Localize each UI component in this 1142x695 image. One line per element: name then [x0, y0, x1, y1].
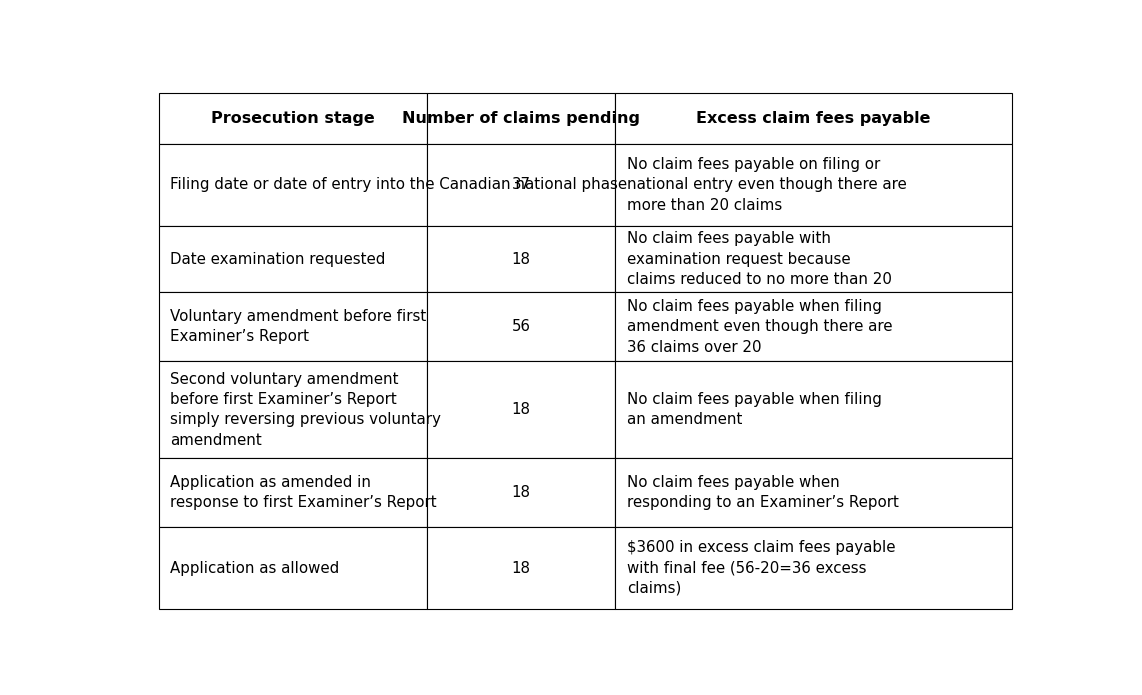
Bar — [616, 226, 1012, 292]
Bar — [159, 93, 427, 144]
Bar — [159, 528, 427, 609]
Text: 18: 18 — [512, 561, 531, 575]
Bar — [616, 528, 1012, 609]
Text: Second voluntary amendment
before first Examiner’s Report
simply reversing previ: Second voluntary amendment before first … — [170, 372, 441, 448]
Bar — [427, 226, 616, 292]
Text: Filing date or date of entry into the Canadian national phase: Filing date or date of entry into the Ca… — [170, 177, 627, 193]
Bar — [616, 361, 1012, 458]
Bar — [427, 144, 616, 226]
Text: Number of claims pending: Number of claims pending — [402, 111, 641, 126]
Bar — [427, 361, 616, 458]
Bar — [159, 361, 427, 458]
Text: 18: 18 — [512, 252, 531, 267]
Bar — [427, 93, 616, 144]
Text: Application as amended in
response to first Examiner’s Report: Application as amended in response to fi… — [170, 475, 436, 510]
Bar — [159, 292, 427, 361]
Bar — [159, 226, 427, 292]
Text: Date examination requested: Date examination requested — [170, 252, 386, 267]
Text: Application as allowed: Application as allowed — [170, 561, 339, 575]
Text: No claim fees payable on filing or
national entry even though there are
more tha: No claim fees payable on filing or natio… — [627, 157, 907, 213]
Text: No claim fees payable when filing
amendment even though there are
36 claims over: No claim fees payable when filing amendm… — [627, 299, 892, 354]
Bar — [427, 292, 616, 361]
Bar — [616, 292, 1012, 361]
Text: 18: 18 — [512, 402, 531, 417]
Bar — [616, 144, 1012, 226]
Bar — [616, 93, 1012, 144]
Text: No claim fees payable when
responding to an Examiner’s Report: No claim fees payable when responding to… — [627, 475, 899, 510]
Text: $3600 in excess claim fees payable
with final fee (56-20=36 excess
claims): $3600 in excess claim fees payable with … — [627, 540, 895, 596]
Text: 56: 56 — [512, 319, 531, 334]
Text: 18: 18 — [512, 485, 531, 500]
Text: No claim fees payable with
examination request because
claims reduced to no more: No claim fees payable with examination r… — [627, 231, 892, 287]
Text: No claim fees payable when filing
an amendment: No claim fees payable when filing an ame… — [627, 392, 882, 427]
Text: 37: 37 — [512, 177, 531, 193]
Text: Voluntary amendment before first
Examiner’s Report: Voluntary amendment before first Examine… — [170, 309, 426, 345]
Bar — [427, 528, 616, 609]
Text: Prosecution stage: Prosecution stage — [211, 111, 375, 126]
Text: Excess claim fees payable: Excess claim fees payable — [697, 111, 931, 126]
Bar — [427, 458, 616, 528]
Bar — [159, 458, 427, 528]
Bar — [159, 144, 427, 226]
Bar — [616, 458, 1012, 528]
